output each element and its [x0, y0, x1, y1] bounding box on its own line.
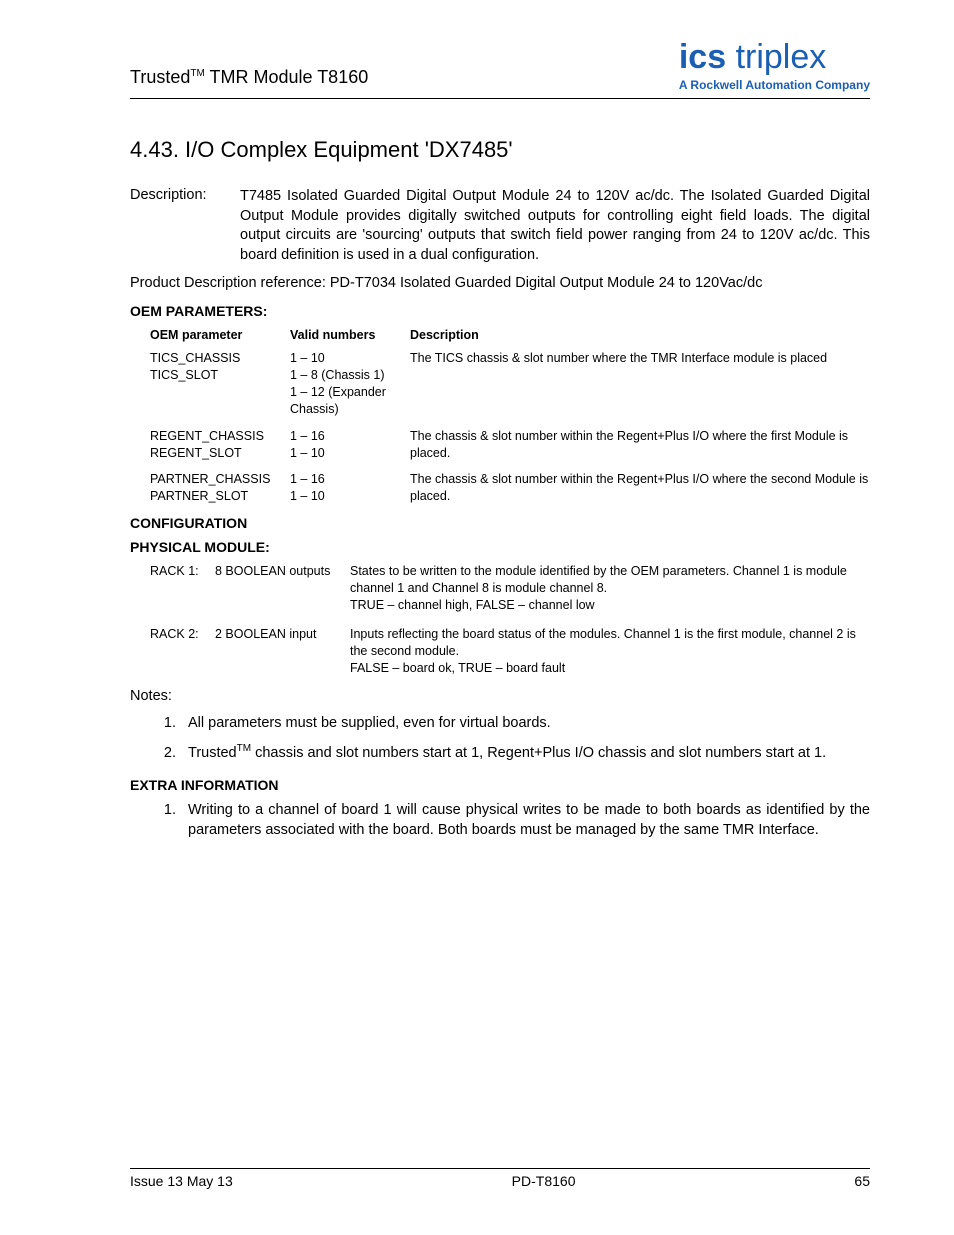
oem-desc: The chassis & slot number within the Reg…	[410, 471, 870, 505]
extra-list: Writing to a channel of board 1 will cau…	[180, 801, 870, 840]
description-label: Description:	[130, 187, 240, 265]
page-header: TrustedTM TMR Module T8160 ics triplex A…	[130, 40, 870, 99]
footer-page: 65	[854, 1173, 870, 1189]
footer-doc: PD-T8160	[512, 1173, 576, 1189]
oem-param: TICS_CHASSIS TICS_SLOT	[150, 350, 290, 384]
oem-header-valid: Valid numbers	[290, 327, 410, 344]
header-tm: TM	[190, 68, 204, 79]
oem-header-desc: Description	[410, 327, 870, 344]
section-name: I/O Complex Equipment 'DX7485'	[185, 137, 513, 162]
description-text: T7485 Isolated Guarded Digital Output Mo…	[240, 187, 870, 265]
section-number: 4.43.	[130, 137, 185, 162]
physical-module-heading: PHYSICAL MODULE:	[130, 539, 870, 555]
cfg-rack: RACK 1:	[150, 563, 215, 580]
extra-item: Writing to a channel of board 1 will cau…	[180, 801, 870, 840]
footer-issue: Issue 13 May 13	[130, 1173, 233, 1189]
cfg-rack: RACK 2:	[150, 626, 215, 643]
notes-label: Notes:	[130, 688, 870, 704]
oem-valid: 1 – 16 1 – 10	[290, 428, 410, 462]
oem-table: OEM parameter Valid numbers Description …	[150, 327, 870, 505]
oem-heading: OEM PARAMETERS:	[130, 303, 870, 319]
cfg-type: 2 BOOLEAN input	[215, 626, 350, 643]
header-product: TrustedTM TMR Module T8160	[130, 67, 368, 92]
logo-top: ics triplex	[679, 40, 870, 74]
note-item: All parameters must be supplied, even fo…	[180, 714, 870, 734]
oem-valid: 1 – 16 1 – 10	[290, 471, 410, 505]
page: TrustedTM TMR Module T8160 ics triplex A…	[0, 0, 954, 1235]
cfg-table: RACK 1: 8 BOOLEAN outputs States to be w…	[150, 563, 870, 676]
cfg-desc: Inputs reflecting the board status of th…	[350, 626, 870, 677]
logo-triplex: triplex	[726, 38, 826, 76]
oem-header-param: OEM parameter	[150, 327, 290, 344]
note2-tm: TM	[237, 743, 251, 754]
oem-row: TICS_CHASSIS TICS_SLOT 1 – 10 1 – 8 (Cha…	[150, 350, 870, 418]
oem-param: REGENT_CHASSIS REGENT_SLOT	[150, 428, 290, 462]
note2-suffix: chassis and slot numbers start at 1, Reg…	[251, 745, 826, 761]
oem-desc: The TICS chassis & slot number where the…	[410, 350, 870, 367]
header-prefix: Trusted	[130, 67, 190, 87]
oem-row: PARTNER_CHASSIS PARTNER_SLOT 1 – 16 1 – …	[150, 471, 870, 505]
configuration-heading: CONFIGURATION	[130, 515, 870, 531]
logo: ics triplex A Rockwell Automation Compan…	[679, 40, 870, 92]
product-reference: Product Description reference: PD-T7034 …	[130, 275, 870, 291]
page-footer: Issue 13 May 13 PD-T8160 65	[130, 1168, 870, 1189]
section-title: 4.43. I/O Complex Equipment 'DX7485'	[130, 137, 870, 163]
oem-header-row: OEM parameter Valid numbers Description	[150, 327, 870, 344]
cfg-type: 8 BOOLEAN outputs	[215, 563, 350, 580]
logo-subtitle: A Rockwell Automation Company	[679, 78, 870, 92]
cfg-desc: States to be written to the module ident…	[350, 563, 870, 614]
cfg-row: RACK 1: 8 BOOLEAN outputs States to be w…	[150, 563, 870, 614]
oem-row: REGENT_CHASSIS REGENT_SLOT 1 – 16 1 – 10…	[150, 428, 870, 462]
description-row: Description: T7485 Isolated Guarded Digi…	[130, 187, 870, 265]
extra-heading: EXTRA INFORMATION	[130, 777, 870, 793]
oem-desc: The chassis & slot number within the Reg…	[410, 428, 870, 462]
note2-prefix: Trusted	[188, 745, 237, 761]
notes-list: All parameters must be supplied, even fo…	[180, 714, 870, 763]
cfg-row: RACK 2: 2 BOOLEAN input Inputs reflectin…	[150, 626, 870, 677]
oem-param: PARTNER_CHASSIS PARTNER_SLOT	[150, 471, 290, 505]
header-suffix: TMR Module T8160	[205, 67, 368, 87]
note-item: TrustedTM chassis and slot numbers start…	[180, 742, 870, 763]
oem-valid: 1 – 10 1 – 8 (Chassis 1) 1 – 12 (Expande…	[290, 350, 410, 418]
logo-ics: ics	[679, 38, 726, 76]
